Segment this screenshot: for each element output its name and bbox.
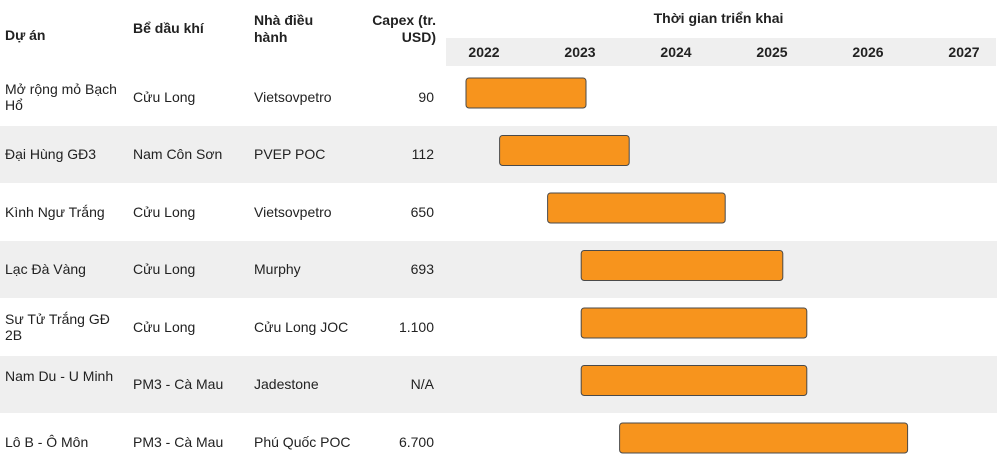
basin-cell: Nam Côn Sơn: [133, 146, 223, 163]
basin-cell: Cửu Long: [133, 88, 196, 105]
basin-cell: PM3 - Cà Mau: [133, 376, 224, 393]
capex-cell: 693: [410, 261, 434, 278]
operator-cell: Vietsovpetro: [254, 88, 332, 105]
timeline-bar: [499, 135, 630, 166]
project-name-cell: Mở rộng mỏ Bạch Hổ: [5, 80, 117, 113]
timeline-bar: [619, 422, 909, 454]
project-name-cell: Kình Ngư Trắng: [5, 203, 105, 220]
timeline-bar: [547, 192, 726, 224]
project-name-cell: Đại Hùng GĐ3: [5, 146, 97, 163]
timeline-bar: [580, 307, 808, 339]
year-header-band: [446, 38, 996, 66]
project-name-cell: Sư Tử Trắng GĐ 2B: [5, 310, 110, 343]
capex-cell: 650: [410, 203, 434, 220]
header-timeline: Thời gian triển khai: [653, 10, 784, 26]
table-row: [0, 355, 997, 413]
year-tick-label: 2026: [852, 44, 883, 60]
year-tick-label: 2023: [564, 44, 595, 60]
header-capex: Capex (tr. USD): [372, 12, 436, 45]
project-name-cell: Nam Du - U Minh: [5, 368, 114, 385]
year-tick-label: 2024: [660, 44, 691, 60]
operator-cell: PVEP POC: [254, 146, 326, 163]
timeline-bar: [580, 365, 808, 396]
capex-cell: N/A: [410, 376, 434, 393]
table-row: [0, 125, 997, 183]
timeline-bar: [465, 77, 587, 109]
operator-cell: Murphy: [254, 261, 301, 278]
table-row: [0, 240, 997, 298]
operator-cell: Vietsovpetro: [254, 203, 332, 220]
basin-cell: Cửu Long: [133, 318, 196, 335]
operator-cell: Cửu Long JOC: [254, 318, 349, 335]
basin-cell: Cửu Long: [133, 203, 196, 220]
year-tick-label: 2027: [948, 44, 979, 60]
header-project: Dự án: [5, 27, 46, 43]
capex-cell: 1.100: [398, 318, 434, 335]
capex-cell: 112: [411, 146, 434, 163]
basin-cell: Cửu Long: [133, 261, 196, 278]
capex-cell: 6.700: [398, 433, 434, 450]
header-basin: Bể dầu khí: [133, 20, 204, 36]
year-tick-label: 2025: [756, 44, 787, 60]
capex-cell: 90: [418, 88, 434, 105]
year-tick-label: 2022: [468, 44, 499, 60]
header-operator: Nhà điều hành: [254, 12, 314, 45]
operator-cell: Phú Quốc POC: [254, 433, 351, 450]
operator-cell: Jadestone: [254, 376, 319, 393]
project-name-cell: Lạc Đà Vàng: [5, 261, 86, 278]
timeline-bar: [580, 250, 784, 281]
basin-cell: PM3 - Cà Mau: [133, 433, 224, 450]
project-name-cell: Lô B - Ô Môn: [5, 433, 89, 450]
